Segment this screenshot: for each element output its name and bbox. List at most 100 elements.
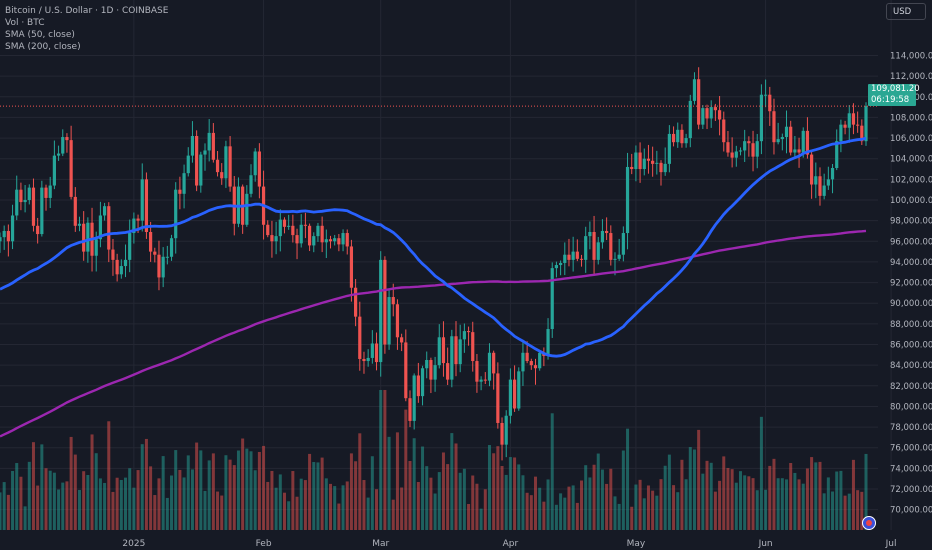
candle-body — [408, 398, 412, 421]
volume-bar — [57, 489, 61, 530]
volume-bar — [140, 444, 144, 530]
candle — [412, 373, 416, 430]
candle-body — [102, 206, 107, 216]
time-tick-label: May — [627, 539, 646, 549]
candle-body — [743, 141, 747, 151]
candle-body — [563, 254, 567, 263]
candle — [839, 119, 843, 153]
candle-body — [157, 254, 161, 278]
volume-bar — [588, 477, 592, 530]
candle — [416, 362, 420, 403]
volume-bar — [751, 478, 755, 530]
candle-body — [483, 379, 487, 381]
volume-bar — [203, 490, 207, 530]
candle-body — [203, 150, 207, 155]
candle-body — [383, 259, 387, 345]
candle-body — [387, 297, 391, 345]
volume-bar — [349, 453, 353, 530]
candle-body — [638, 152, 642, 170]
currency-button[interactable]: USD — [886, 3, 926, 20]
candle — [747, 136, 751, 157]
candle-body — [818, 176, 822, 196]
us-flag-icon[interactable] — [862, 516, 876, 530]
candle — [567, 238, 571, 267]
sma200-indicator-label[interactable]: SMA (200, close) — [5, 42, 81, 52]
volume-bar — [521, 475, 525, 530]
volume-bar — [412, 438, 416, 530]
volume-bar — [44, 468, 48, 530]
candle — [44, 184, 48, 211]
volume-bar — [178, 469, 182, 530]
volume-bar — [354, 461, 358, 530]
price-candles — [0, 67, 868, 461]
candle-body — [864, 106, 868, 142]
candle — [810, 150, 814, 199]
candle-body — [496, 373, 500, 423]
candle-body — [249, 175, 253, 194]
volume-bar — [835, 471, 839, 530]
price-axis[interactable]: 114,000.00112,000.00110,000.00108,000.00… — [890, 51, 932, 515]
candle-body — [851, 113, 856, 125]
volume-indicator-label[interactable]: Vol · BTC — [5, 18, 45, 28]
candle-body — [228, 146, 232, 187]
price-tick-label: 78,000.00 — [890, 423, 932, 433]
candle — [2, 225, 6, 250]
candle — [856, 111, 860, 133]
sma50-indicator-label[interactable]: SMA (50, close) — [5, 30, 75, 40]
volume-bars — [0, 390, 868, 530]
candle — [400, 333, 404, 352]
volume-bar — [613, 496, 617, 530]
volume-bar — [395, 432, 399, 530]
candle — [755, 133, 759, 169]
volume-bar — [161, 456, 165, 530]
candle — [521, 339, 525, 386]
volume-bar — [31, 442, 35, 530]
sma200-line — [0, 229, 867, 438]
candle — [500, 417, 504, 461]
volume-bar — [630, 506, 634, 530]
candle — [542, 347, 546, 367]
candle — [186, 147, 190, 177]
candle — [617, 238, 621, 261]
candle-body — [567, 254, 571, 260]
candle-body — [211, 132, 215, 160]
candle-body — [730, 152, 734, 158]
symbol-title[interactable]: Bitcoin / U.S. Dollar · 1D · COINBASE — [5, 6, 169, 16]
candle — [211, 123, 215, 163]
volume-bar — [826, 477, 830, 530]
time-tick-label: Apr — [503, 539, 519, 549]
volume-bar — [379, 390, 383, 530]
time-axis[interactable]: 2025 Feb Mar Apr May Jun Jul — [122, 539, 896, 549]
candle — [128, 219, 132, 273]
volume-bar — [764, 489, 768, 530]
candle — [144, 172, 149, 239]
candle — [847, 105, 851, 143]
volume-bar — [592, 464, 596, 530]
volume-bar — [111, 491, 115, 530]
candle — [483, 372, 487, 385]
volume-bar — [759, 416, 763, 530]
volume-bar — [144, 438, 148, 530]
volume-bar — [40, 444, 44, 530]
volume-bar — [441, 452, 445, 530]
candle — [241, 184, 245, 234]
candle-body — [726, 142, 730, 153]
volume-bar — [529, 495, 533, 530]
volume-bar — [538, 487, 542, 530]
candle — [199, 151, 203, 193]
candle — [27, 184, 31, 205]
candle-body — [642, 158, 646, 170]
candle — [341, 229, 345, 252]
time-tick-label: Jul — [885, 539, 897, 549]
candle-body — [651, 160, 655, 164]
candle — [768, 86, 772, 126]
price-tick-label: 108,000.00 — [890, 113, 932, 123]
volume-bar — [638, 479, 642, 530]
candle — [634, 145, 638, 182]
candle-body — [77, 223, 82, 226]
volume-bar — [617, 503, 621, 530]
candle-body — [354, 287, 358, 317]
volume-bar — [316, 462, 320, 530]
candle-body — [48, 185, 52, 198]
candle — [320, 216, 324, 253]
